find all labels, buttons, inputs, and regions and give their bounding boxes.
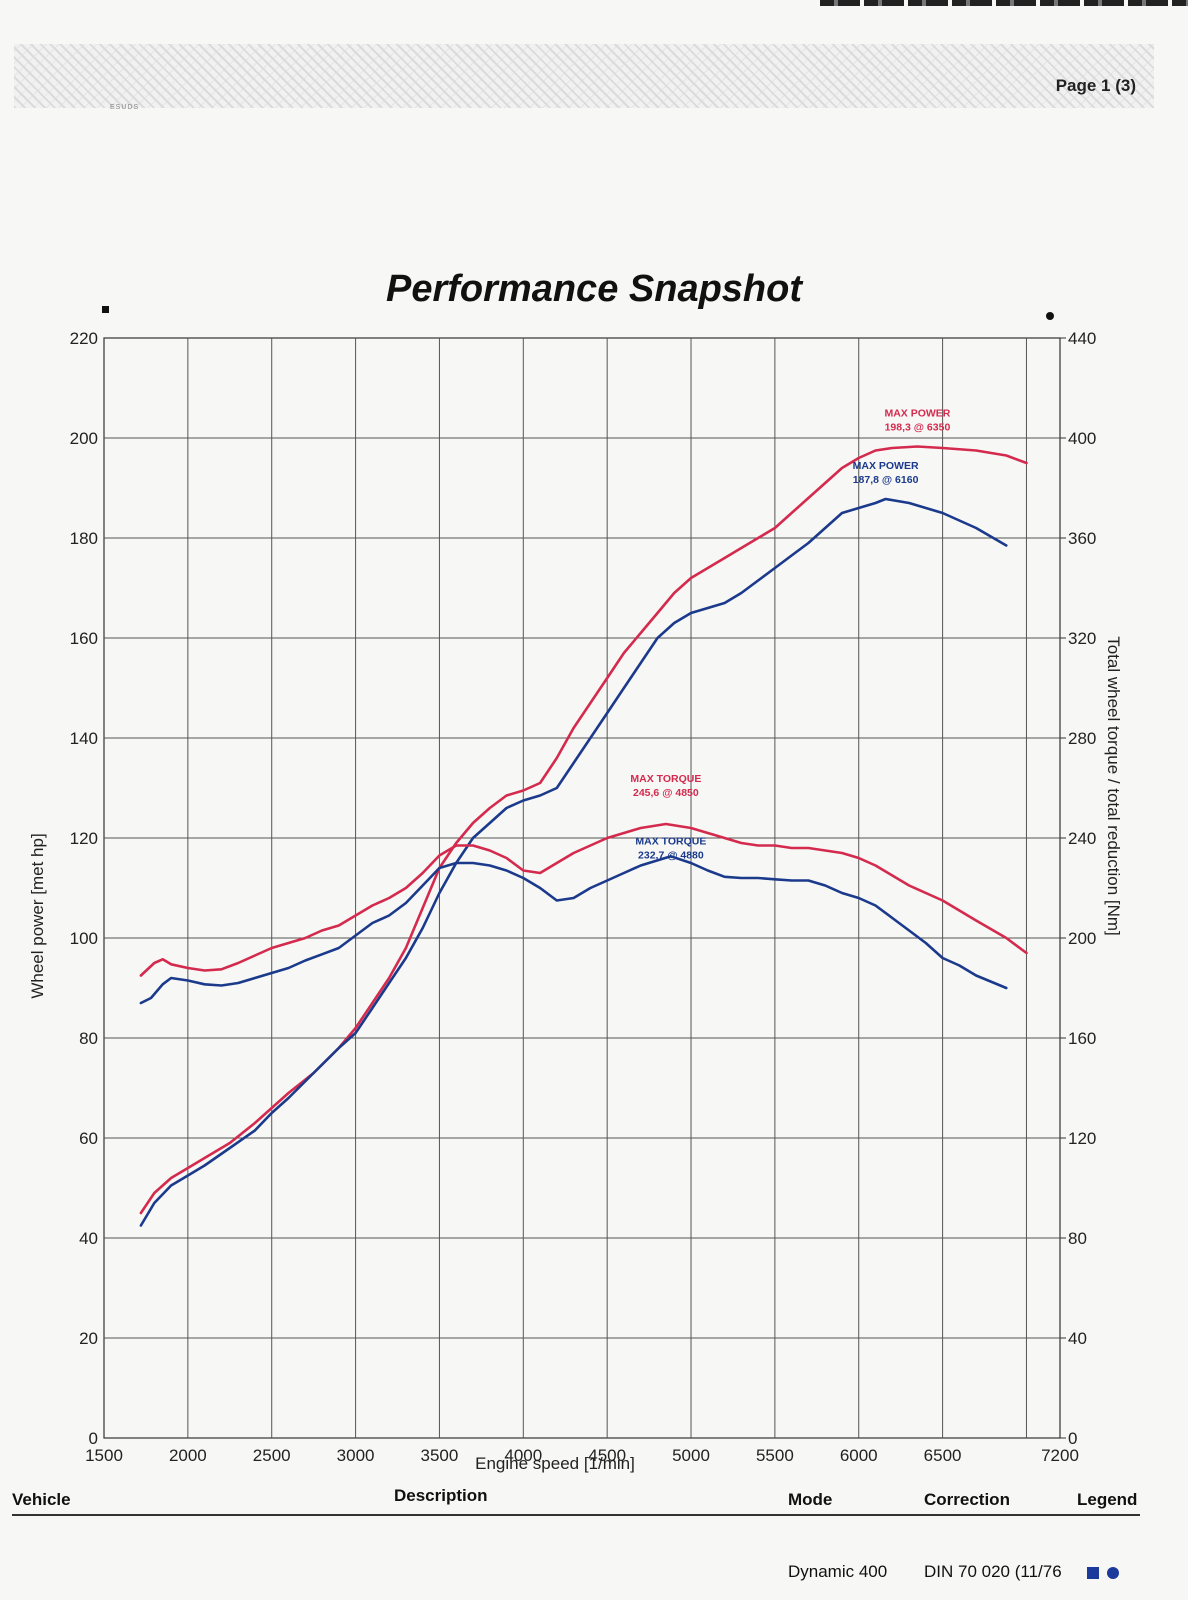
header-small-text: ESUDS bbox=[110, 104, 140, 111]
footer-description-header: Description bbox=[394, 1486, 488, 1505]
x-tick-label: 2500 bbox=[253, 1446, 291, 1465]
footer-correction-value: DIN 70 020 (11/76 bbox=[924, 1562, 1062, 1581]
y-tick-label: 200 bbox=[70, 429, 98, 448]
y2-tick-label: 80 bbox=[1068, 1229, 1087, 1248]
plot-frame bbox=[103, 337, 1061, 1439]
y2-tick-label: 240 bbox=[1068, 829, 1096, 848]
annotation-label: MAX TORQUE bbox=[635, 835, 706, 847]
annotation-label: MAX TORQUE bbox=[630, 773, 701, 785]
y-tick-label: 80 bbox=[79, 1029, 98, 1048]
y2-tick-label: 200 bbox=[1068, 929, 1096, 948]
legend-circle-icon bbox=[1107, 1567, 1119, 1579]
performance-chart: 0 20 40 60 80 100 120 140 160 180 200 220 0 40 80 120 16… bbox=[28, 306, 1123, 1473]
footer-mode-header: Mode bbox=[788, 1490, 833, 1509]
footer-mode-value: Dynamic 400 bbox=[788, 1562, 888, 1581]
annotation-value: 232,7 @ 4880 bbox=[638, 849, 704, 861]
series-line-2 bbox=[139, 822, 1028, 977]
x-tick-label: 7200 bbox=[1041, 1446, 1079, 1465]
footer-rule bbox=[12, 1514, 1140, 1516]
x-tick-label: 2000 bbox=[169, 1446, 207, 1465]
y-tick-label: 120 bbox=[70, 829, 98, 848]
corner-dot-marker bbox=[1046, 312, 1054, 320]
y-tick-label: 0 bbox=[89, 1429, 98, 1448]
x-tick-label: 3000 bbox=[337, 1446, 375, 1465]
y2-tick-label: 280 bbox=[1068, 729, 1096, 748]
y-tick-label: 40 bbox=[79, 1229, 98, 1248]
y-tick-label: 220 bbox=[70, 329, 98, 348]
x-tick-label: 3500 bbox=[421, 1446, 459, 1465]
x-tick-label: 5500 bbox=[756, 1446, 794, 1465]
header-pattern-band bbox=[14, 44, 1154, 108]
y-tick-label: 100 bbox=[70, 929, 98, 948]
chart-annotations: MAX POWER 198,3 @ 6350 MAX POWER 187,8 @ 61… bbox=[630, 408, 950, 862]
chart-grid bbox=[103, 337, 1061, 1439]
page-number: Page 1 (3) bbox=[1055, 76, 1136, 95]
x-tick-label: 4000 bbox=[504, 1446, 542, 1465]
series-line-0 bbox=[139, 445, 1028, 1215]
y2-tick-label: 400 bbox=[1068, 429, 1096, 448]
y-tick-label: 20 bbox=[79, 1329, 98, 1348]
y-tick-label: 160 bbox=[70, 629, 98, 648]
y2-tick-label: 0 bbox=[1068, 1429, 1077, 1448]
x-tick-label: 4500 bbox=[588, 1446, 626, 1465]
y2-tick-label: 440 bbox=[1068, 329, 1096, 348]
y2-tick-label: 120 bbox=[1068, 1129, 1096, 1148]
top-scan-artifact bbox=[820, 0, 1188, 6]
y2-tick-label: 320 bbox=[1068, 629, 1096, 648]
annotation-label: MAX POWER bbox=[884, 408, 950, 420]
annotation-value: 245,6 @ 4850 bbox=[633, 787, 699, 799]
legend-square-icon bbox=[1087, 1567, 1099, 1579]
x-tick-label: 6500 bbox=[924, 1446, 962, 1465]
y-tick-label: 180 bbox=[70, 529, 98, 548]
x-tick-label: 6000 bbox=[840, 1446, 878, 1465]
x-axis-label: Engine speed [1/min] bbox=[475, 1454, 635, 1473]
x-tick-label: 5000 bbox=[672, 1446, 710, 1465]
annotation-value: 187,8 @ 6160 bbox=[853, 474, 919, 486]
y-axis-label: Wheel power [met hp] bbox=[28, 833, 47, 998]
y2-tick-label: 160 bbox=[1068, 1029, 1096, 1048]
corner-square-marker bbox=[102, 306, 109, 313]
y2-tick-label: 360 bbox=[1068, 529, 1096, 548]
footer-vehicle-header: Vehicle bbox=[12, 1490, 71, 1509]
y-tick-label: 140 bbox=[70, 729, 98, 748]
x-tick-label: 1500 bbox=[85, 1446, 123, 1465]
chart-ticks: 0 20 40 60 80 100 120 140 160 180 200 220 0 40 80 120 16… bbox=[70, 329, 1097, 1465]
footer-legend-header: Legend bbox=[1077, 1490, 1138, 1509]
footer-correction-header: Correction bbox=[924, 1490, 1010, 1509]
y-tick-label: 60 bbox=[79, 1129, 98, 1148]
chart-series bbox=[139, 445, 1028, 1227]
series-line-1 bbox=[139, 497, 1008, 1227]
annotation-value: 198,3 @ 6350 bbox=[885, 422, 951, 434]
y2-axis-label: Total wheel torque / total reduction [Nm… bbox=[1104, 636, 1123, 936]
annotation-label: MAX POWER bbox=[853, 460, 919, 472]
series-line-3 bbox=[139, 854, 1008, 1005]
y2-tick-label: 40 bbox=[1068, 1329, 1087, 1348]
chart-title: Performance Snapshot bbox=[386, 268, 802, 310]
